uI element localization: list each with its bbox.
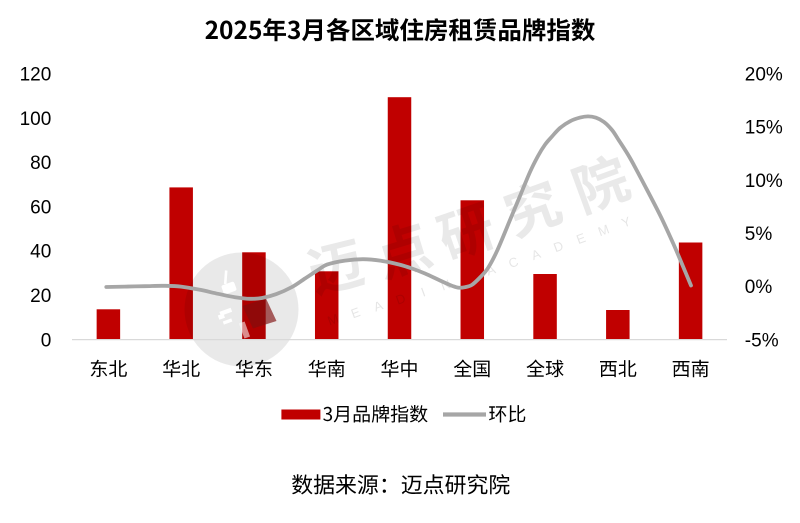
svg-text:M: M xyxy=(325,311,340,329)
svg-text:20: 20 xyxy=(30,286,51,307)
svg-text:0%: 0% xyxy=(745,277,773,298)
svg-text:I: I xyxy=(419,284,428,299)
svg-text:5%: 5% xyxy=(745,224,773,245)
svg-text:0: 0 xyxy=(41,330,52,351)
svg-text:10%: 10% xyxy=(745,171,783,192)
svg-text:80: 80 xyxy=(30,153,51,174)
svg-text:20%: 20% xyxy=(745,65,783,86)
svg-text:M: M xyxy=(596,221,611,239)
svg-text:60: 60 xyxy=(30,198,51,219)
svg-text:-5%: -5% xyxy=(745,330,779,351)
svg-text:15%: 15% xyxy=(745,118,783,139)
svg-text:100: 100 xyxy=(20,109,52,130)
svg-text:40: 40 xyxy=(30,242,51,263)
svg-text:120: 120 xyxy=(20,65,52,86)
